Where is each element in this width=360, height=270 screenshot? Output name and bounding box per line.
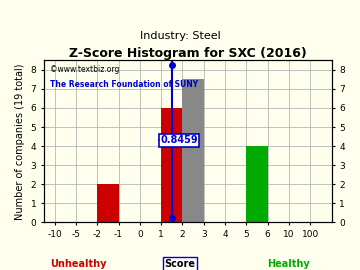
Y-axis label: Number of companies (19 total): Number of companies (19 total)	[15, 63, 25, 220]
Text: Healthy: Healthy	[267, 259, 310, 269]
Title: Z-Score Histogram for SXC (2016): Z-Score Histogram for SXC (2016)	[69, 48, 307, 60]
Bar	[97, 184, 118, 222]
Bar	[246, 146, 268, 222]
Text: The Research Foundation of SUNY: The Research Foundation of SUNY	[50, 80, 198, 89]
Text: Unhealthy: Unhealthy	[50, 259, 107, 269]
Bar	[183, 79, 204, 222]
Text: 0.8459: 0.8459	[160, 135, 198, 145]
Text: ©www.textbiz.org: ©www.textbiz.org	[50, 65, 119, 74]
Text: Score: Score	[165, 259, 195, 269]
Bar	[161, 108, 183, 222]
Text: Industry: Steel: Industry: Steel	[140, 31, 220, 41]
